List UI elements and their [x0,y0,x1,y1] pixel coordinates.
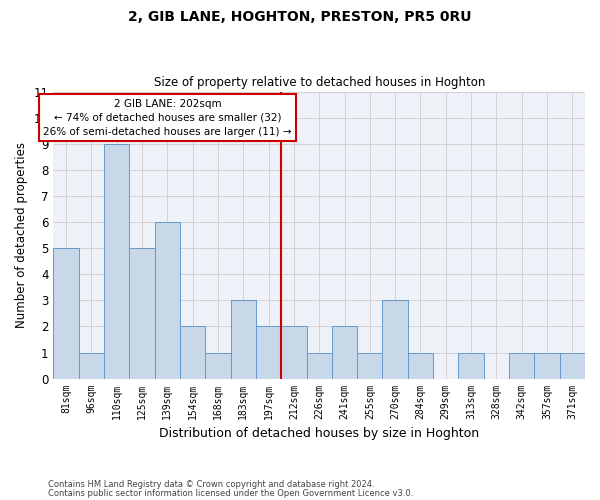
Bar [332,326,357,378]
Bar [458,352,484,378]
Bar [130,248,155,378]
X-axis label: Distribution of detached houses by size in Hoghton: Distribution of detached houses by size … [159,427,479,440]
Bar [256,326,281,378]
Bar [560,352,585,378]
Bar [357,352,382,378]
Bar [53,248,79,378]
Bar [281,326,307,378]
Text: Contains public sector information licensed under the Open Government Licence v3: Contains public sector information licen… [48,488,413,498]
Text: 2, GIB LANE, HOGHTON, PRESTON, PR5 0RU: 2, GIB LANE, HOGHTON, PRESTON, PR5 0RU [128,10,472,24]
Bar [382,300,408,378]
Bar [509,352,535,378]
Text: Contains HM Land Registry data © Crown copyright and database right 2024.: Contains HM Land Registry data © Crown c… [48,480,374,489]
Title: Size of property relative to detached houses in Hoghton: Size of property relative to detached ho… [154,76,485,90]
Bar [104,144,130,378]
Bar [307,352,332,378]
Bar [79,352,104,378]
Bar [230,300,256,378]
Bar [535,352,560,378]
Bar [408,352,433,378]
Bar [205,352,230,378]
Text: 2 GIB LANE: 202sqm
← 74% of detached houses are smaller (32)
26% of semi-detache: 2 GIB LANE: 202sqm ← 74% of detached hou… [43,98,292,136]
Bar [180,326,205,378]
Y-axis label: Number of detached properties: Number of detached properties [15,142,28,328]
Bar [155,222,180,378]
